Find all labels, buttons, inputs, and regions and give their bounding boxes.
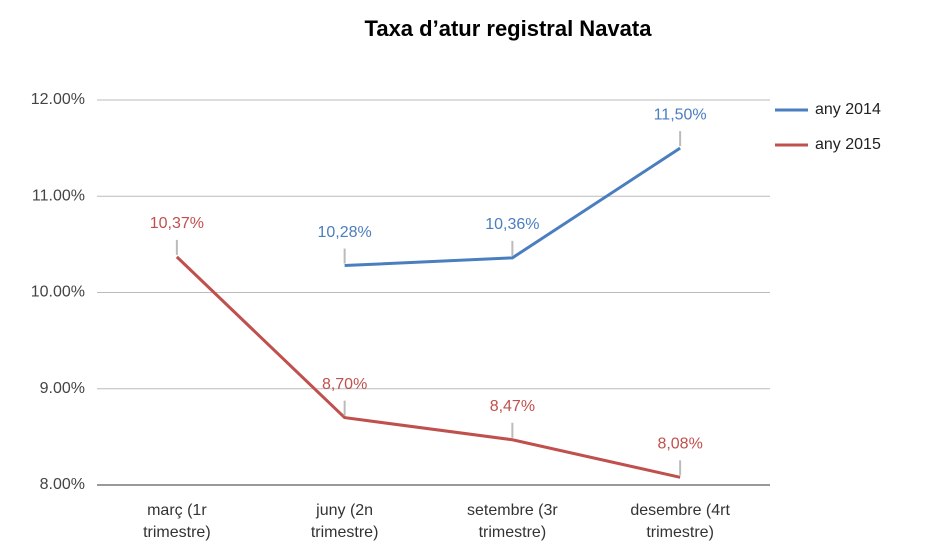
series-line (175, 255, 681, 479)
data-label: 10,36% (485, 216, 539, 233)
y-tick-label: 10.00% (31, 284, 85, 301)
y-tick-label: 9.00% (40, 380, 85, 397)
y-tick-label: 8.00% (40, 476, 85, 493)
y-tick-label: 12.00% (31, 91, 85, 108)
chart-title: Taxa d’atur registral Navata (365, 16, 653, 41)
x-tick-label: desembre (4rt trimestre) (630, 502, 730, 541)
x-tick-label: març (1r trimestre) (143, 502, 211, 541)
x-tick-label: setembre (3r trimestre) (467, 502, 558, 541)
data-label: 8,08% (657, 436, 702, 453)
legend-label: any 2014 (815, 101, 881, 118)
x-tick-label: juny (2n trimestre) (310, 502, 379, 541)
legend-label: any 2015 (815, 136, 881, 153)
y-tick-label: 11.00% (32, 187, 85, 204)
data-label: 10,37% (150, 215, 204, 232)
data-label: 10,28% (317, 224, 371, 241)
series-line (344, 146, 681, 268)
data-label: 8,70% (322, 376, 367, 393)
data-label: 11,50% (654, 106, 707, 123)
data-label: 8,47% (490, 398, 535, 415)
